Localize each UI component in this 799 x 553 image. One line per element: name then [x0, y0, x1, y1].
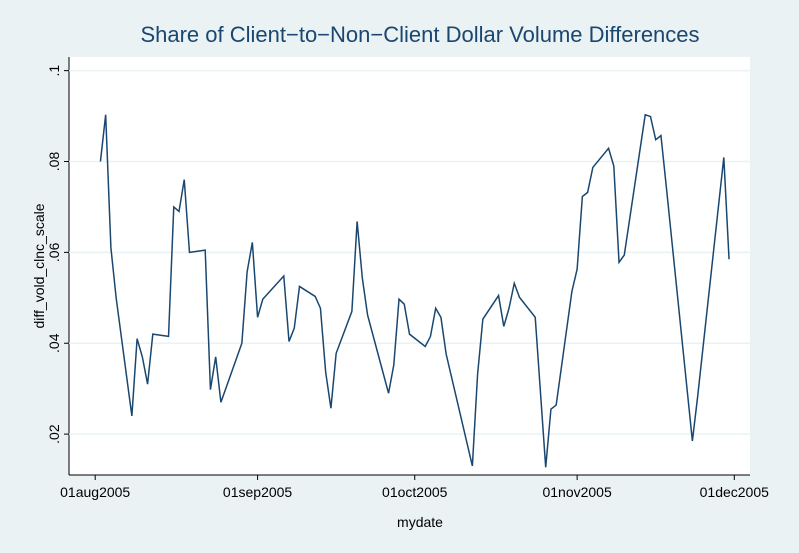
plot-area [69, 57, 750, 475]
chart-title: Share of Client−to−Non−Client Dollar Vol… [140, 22, 699, 47]
x-tick-label: 01dec2005 [700, 484, 770, 500]
y-tick-label: .06 [46, 242, 62, 262]
y-axis-label: diff_vold_clnc_scale [31, 203, 47, 328]
x-axis-label: mydate [397, 514, 443, 530]
x-tick-label: 01nov2005 [542, 484, 612, 500]
y-tick-label: .1 [46, 65, 62, 77]
x-tick-label: 01aug2005 [60, 484, 130, 500]
y-tick-label: .02 [46, 424, 62, 444]
x-tick-label: 01oct2005 [382, 484, 448, 500]
data-line [99, 113, 730, 468]
x-tick-label: 01sep2005 [223, 484, 293, 500]
y-tick-label: .04 [46, 333, 62, 353]
y-tick-label: .08 [46, 152, 62, 172]
